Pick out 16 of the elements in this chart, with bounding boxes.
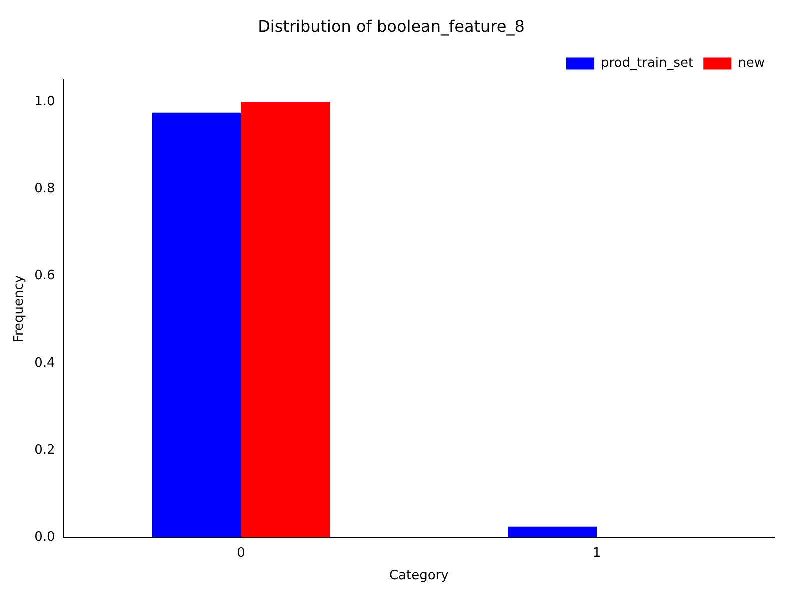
y-axis-title: Frequency <box>12 275 28 343</box>
legend-label: new <box>738 56 766 72</box>
legend-label: prod_train_set <box>600 56 694 72</box>
y-tick-label: 0.0 <box>34 530 56 546</box>
x-tick-label: 0 <box>237 546 246 561</box>
chart-title: Distribution of boolean_feature_8 <box>258 16 525 36</box>
bar <box>508 526 598 538</box>
bar <box>241 102 330 538</box>
x-tick-label: 1 <box>592 546 602 561</box>
y-tick-label: 0.8 <box>34 182 56 197</box>
y-tick-label: 0.2 <box>34 443 56 458</box>
y-tick-label: 0.6 <box>34 268 56 284</box>
x-axis-title: Category <box>389 568 450 584</box>
y-tick-label: 1.0 <box>34 94 56 110</box>
y-tick-label: 0.4 <box>34 356 56 371</box>
bar <box>152 112 242 538</box>
